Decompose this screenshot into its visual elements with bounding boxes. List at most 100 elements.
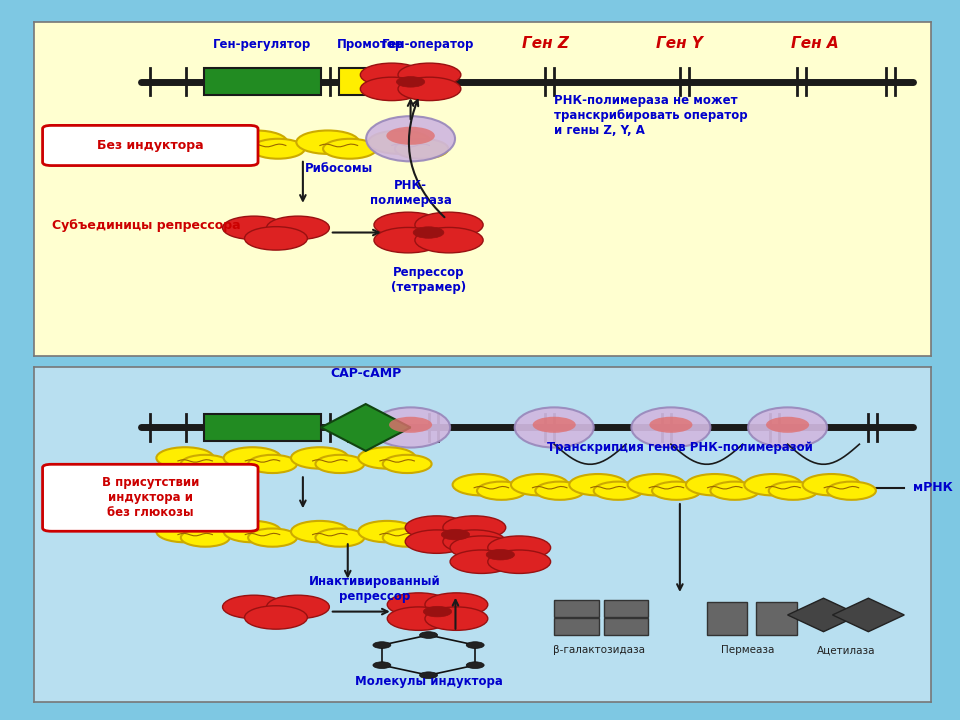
Circle shape <box>245 227 307 250</box>
Polygon shape <box>832 598 904 631</box>
Circle shape <box>395 139 448 158</box>
Circle shape <box>372 642 391 649</box>
Text: Ген Z: Ген Z <box>522 37 568 51</box>
Ellipse shape <box>748 408 828 448</box>
Circle shape <box>223 595 285 618</box>
Bar <box>707 601 747 635</box>
Circle shape <box>358 447 416 469</box>
Circle shape <box>486 549 515 560</box>
Circle shape <box>420 631 438 639</box>
Text: Ацетилаза: Ацетилаза <box>817 645 876 655</box>
Circle shape <box>652 482 701 500</box>
Circle shape <box>744 474 802 495</box>
Circle shape <box>420 672 438 678</box>
Circle shape <box>423 606 451 617</box>
Circle shape <box>488 550 551 573</box>
Bar <box>756 601 797 635</box>
Circle shape <box>450 536 513 559</box>
Circle shape <box>452 474 510 495</box>
Circle shape <box>248 455 297 473</box>
Circle shape <box>297 130 359 154</box>
Text: Ген-регулятор: Ген-регулятор <box>213 38 312 51</box>
Circle shape <box>593 482 642 500</box>
Bar <box>554 618 599 635</box>
Circle shape <box>267 595 329 618</box>
Circle shape <box>443 516 506 539</box>
Polygon shape <box>787 598 859 631</box>
Ellipse shape <box>372 408 450 448</box>
Circle shape <box>180 139 233 158</box>
Circle shape <box>383 455 432 473</box>
Ellipse shape <box>386 127 435 145</box>
Circle shape <box>425 607 488 630</box>
Circle shape <box>477 482 526 500</box>
Circle shape <box>398 63 461 86</box>
Circle shape <box>324 139 376 158</box>
Circle shape <box>316 455 364 473</box>
Circle shape <box>374 228 443 253</box>
Text: Пермеаза: Пермеаза <box>721 645 774 655</box>
Circle shape <box>372 662 391 668</box>
Circle shape <box>536 482 585 500</box>
Bar <box>204 68 321 95</box>
Bar <box>339 68 401 95</box>
Ellipse shape <box>649 417 692 433</box>
Ellipse shape <box>389 417 432 433</box>
Circle shape <box>223 216 285 240</box>
Circle shape <box>225 130 287 154</box>
Circle shape <box>398 77 461 101</box>
Circle shape <box>450 550 513 573</box>
Circle shape <box>224 447 281 469</box>
Text: Транскрипция генов РНК-полимеразой: Транскрипция генов РНК-полимеразой <box>547 441 813 454</box>
Text: Рибосомы: Рибосомы <box>304 162 372 175</box>
Ellipse shape <box>366 116 455 161</box>
Circle shape <box>156 521 214 542</box>
Circle shape <box>569 474 627 495</box>
Circle shape <box>360 63 423 86</box>
Text: Ген Y: Ген Y <box>657 37 704 51</box>
Circle shape <box>387 593 450 616</box>
Circle shape <box>252 139 304 158</box>
Text: Субъединицы репрессора: Субъединицы репрессора <box>52 219 240 232</box>
Circle shape <box>248 528 297 546</box>
Bar <box>604 600 648 616</box>
Circle shape <box>467 642 484 649</box>
Circle shape <box>442 529 469 540</box>
Bar <box>554 600 599 616</box>
Polygon shape <box>321 404 411 451</box>
Circle shape <box>360 77 423 101</box>
Text: мРНК: мРНК <box>913 481 953 494</box>
Circle shape <box>828 482 876 500</box>
Text: В присутствии
индуктора и
без глюкозы: В присутствии индуктора и без глюкозы <box>102 476 199 519</box>
Circle shape <box>425 593 488 616</box>
Text: CAP-cAMP: CAP-cAMP <box>330 367 401 380</box>
Circle shape <box>405 530 468 554</box>
Text: РНК-полимераза не может
транскрибировать оператор
и гены Z, Y, A: РНК-полимераза не может транскрибировать… <box>554 94 748 137</box>
FancyBboxPatch shape <box>42 125 258 166</box>
Circle shape <box>291 521 348 542</box>
Circle shape <box>383 528 432 546</box>
Text: Ген-оператор: Ген-оператор <box>382 38 475 51</box>
Circle shape <box>374 212 443 238</box>
Circle shape <box>413 227 444 238</box>
Text: Промотор: Промотор <box>337 38 404 51</box>
Circle shape <box>180 528 229 546</box>
Circle shape <box>769 482 818 500</box>
Circle shape <box>316 528 364 546</box>
Circle shape <box>443 530 506 554</box>
Circle shape <box>511 474 568 495</box>
Text: РНК-
полимераза: РНК- полимераза <box>370 179 451 207</box>
Circle shape <box>628 474 685 495</box>
Ellipse shape <box>632 408 710 448</box>
Ellipse shape <box>533 417 576 433</box>
Circle shape <box>686 474 743 495</box>
Circle shape <box>803 474 860 495</box>
Circle shape <box>358 521 416 542</box>
Text: Без индуктора: Без индуктора <box>97 139 204 152</box>
Circle shape <box>156 447 214 469</box>
Text: Ген A: Ген A <box>791 37 838 51</box>
Circle shape <box>396 76 424 87</box>
Circle shape <box>405 516 468 539</box>
Circle shape <box>488 536 551 559</box>
Text: Инактивированный
репрессор: Инактивированный репрессор <box>309 575 441 603</box>
